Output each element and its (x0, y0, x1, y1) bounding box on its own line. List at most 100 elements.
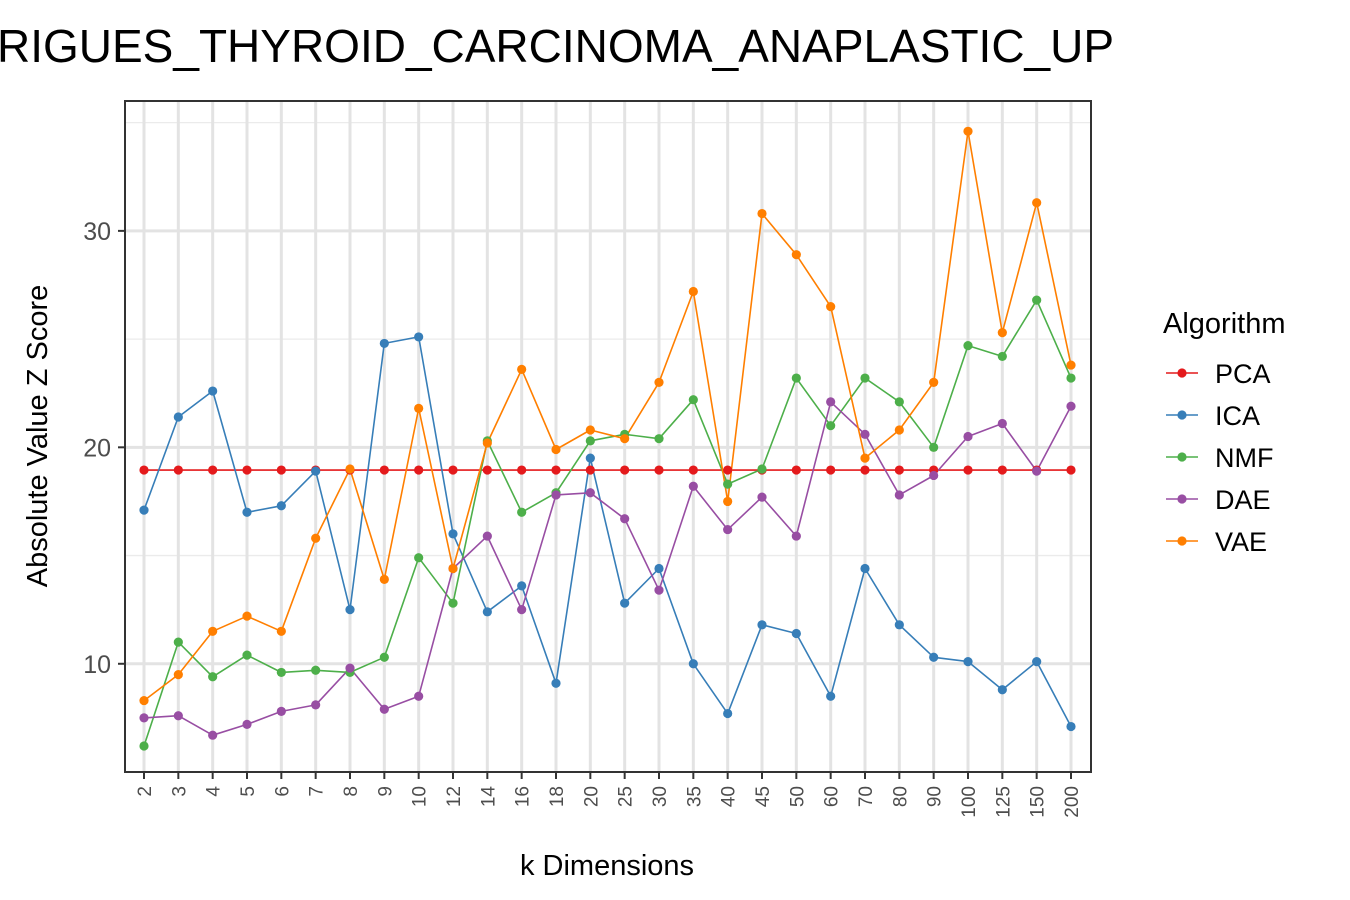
x-tick-label: 12 (444, 786, 465, 807)
data-point-ica (654, 563, 664, 574)
data-point-ica (860, 563, 870, 574)
data-point-dae (242, 719, 252, 729)
data-point-dae (517, 605, 527, 615)
y-tick-label: 20 (83, 434, 111, 462)
legend-swatch-point (1177, 536, 1187, 546)
data-point-vae (173, 669, 183, 680)
data-point-pca (276, 465, 286, 475)
data-point-pca (139, 465, 149, 475)
data-point-ica (757, 620, 767, 630)
series-lines (143, 130, 1072, 747)
x-tick-label: 150 (1028, 786, 1049, 818)
data-point-pca (379, 465, 389, 475)
data-point-dae (585, 488, 595, 498)
data-point-pca (723, 465, 733, 475)
legend-label: VAE (1215, 527, 1267, 557)
data-point-pca (860, 465, 870, 475)
legend-swatch-point (1177, 452, 1187, 462)
data-point-vae (1032, 198, 1042, 208)
legend-swatch-point (1177, 494, 1187, 504)
x-tick-label: 2 (135, 786, 156, 797)
data-point-vae (723, 496, 733, 507)
x-tick-label: 45 (753, 786, 774, 807)
data-point-dae (482, 531, 492, 541)
legend-swatch-point (1177, 410, 1187, 420)
data-point-dae (620, 514, 630, 524)
data-point-ica (173, 412, 183, 422)
x-tick-label: 60 (822, 786, 843, 807)
data-point-vae (414, 403, 424, 413)
x-tick-label: 30 (650, 786, 671, 807)
legend-label: DAE (1215, 485, 1271, 515)
data-point-nmf (997, 351, 1007, 362)
plot-panel (125, 101, 1091, 772)
x-tick-label: 3 (169, 786, 190, 797)
data-point-vae (997, 328, 1007, 338)
data-point-ica (1032, 657, 1042, 667)
data-point-dae (311, 700, 321, 710)
series-points (139, 126, 1076, 751)
data-point-ica (929, 652, 939, 662)
data-point-dae (929, 470, 939, 481)
data-point-ica (345, 605, 355, 615)
data-point-nmf (585, 436, 595, 446)
data-point-dae (757, 492, 767, 502)
data-point-nmf (173, 637, 183, 647)
data-point-nmf (688, 395, 698, 405)
data-point-pca (894, 465, 904, 475)
data-point-ica (311, 466, 321, 476)
data-point-vae (585, 425, 595, 435)
data-point-vae (654, 377, 664, 387)
data-point-ica (791, 628, 801, 639)
series-line-ica (143, 336, 1072, 727)
data-point-ica (242, 507, 252, 517)
x-tick-label: 18 (547, 786, 568, 807)
data-point-nmf (860, 373, 870, 383)
chart-title: RIGUES_THYROID_CARCINOMA_ANAPLASTIC_UP (0, 20, 1114, 72)
data-point-ica (1066, 721, 1076, 732)
x-tick-label: 25 (616, 786, 637, 807)
x-tick-label: 35 (684, 786, 705, 807)
data-point-dae (173, 711, 183, 721)
x-axis: 2 3 4 5 6 7 8 9 10 12 14 16 18 20 25 30 35 40 45 50 60 70 80 90… (135, 772, 1083, 818)
data-point-dae (688, 481, 698, 491)
data-point-vae (929, 377, 939, 387)
data-point-vae (1066, 360, 1076, 370)
data-point-vae (757, 208, 767, 219)
x-axis-title: k Dimensions (520, 850, 694, 882)
data-point-nmf (894, 397, 904, 407)
data-point-vae (963, 126, 973, 136)
legend-label: ICA (1215, 401, 1260, 431)
data-point-dae (723, 524, 733, 535)
data-point-nmf (517, 507, 527, 517)
data-point-vae (379, 574, 389, 584)
data-point-pca (963, 465, 973, 475)
data-point-pca (688, 465, 698, 475)
x-tick-label: 16 (513, 786, 534, 807)
x-tick-label: 80 (890, 786, 911, 807)
data-point-nmf (276, 667, 286, 678)
x-tick-label: 10 (410, 786, 431, 807)
data-point-ica (276, 501, 286, 511)
legend-item-dae: DAE (1166, 485, 1271, 515)
x-tick-label: 90 (925, 786, 946, 807)
series-line-nmf (143, 299, 1072, 747)
data-point-ica (894, 620, 904, 630)
data-point-pca (242, 465, 252, 475)
data-point-ica (208, 386, 218, 396)
data-point-pca (414, 465, 424, 475)
x-tick-label: 20 (581, 786, 602, 807)
legend-title: Algorithm (1163, 308, 1286, 340)
data-point-nmf (654, 434, 664, 444)
data-point-dae (1066, 401, 1076, 411)
legend-items: PCA ICA NMF DAE VAE (1166, 359, 1273, 557)
data-point-ica (997, 685, 1007, 695)
data-point-nmf (929, 442, 939, 452)
data-point-dae (208, 730, 218, 740)
data-point-vae (688, 286, 698, 297)
data-point-dae (791, 531, 801, 541)
data-point-vae (791, 250, 801, 260)
data-point-pca (585, 465, 595, 475)
data-point-ica (448, 529, 458, 539)
data-point-pca (791, 465, 801, 475)
